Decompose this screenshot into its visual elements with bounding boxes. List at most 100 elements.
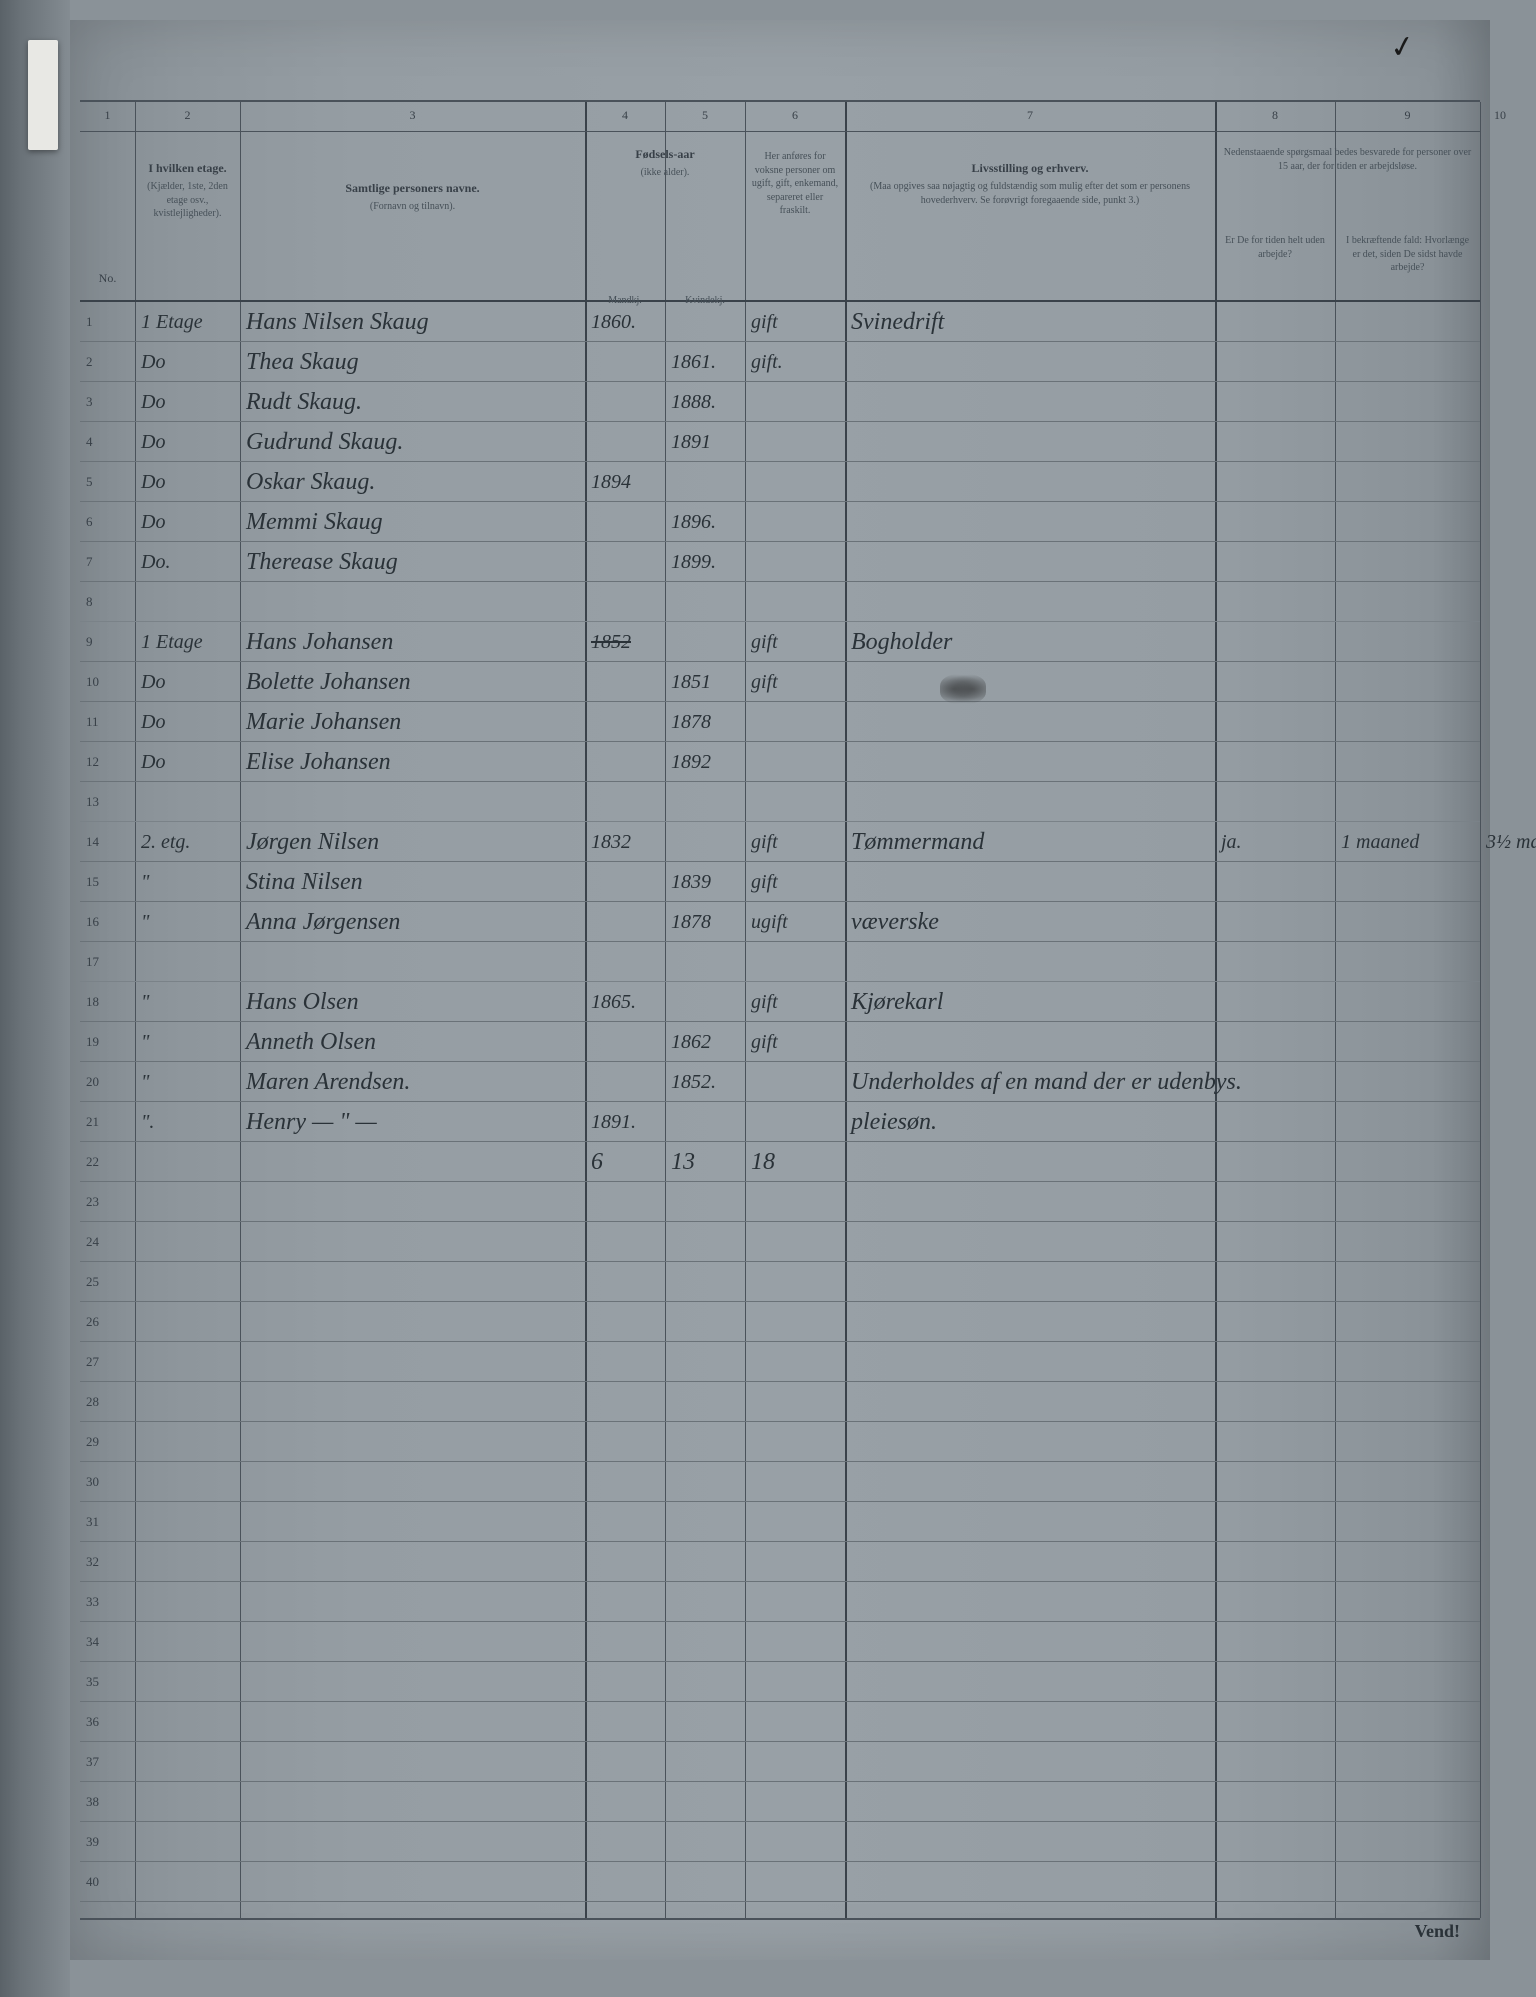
row-number-cell: 29: [80, 1422, 135, 1462]
row-number-cell: 30: [80, 1462, 135, 1502]
etage-cell: Do.: [135, 542, 240, 582]
civil-cell: ugift: [745, 902, 845, 942]
c8-cell: ja.: [1215, 822, 1335, 862]
name-cell-text: Hans Nilsen Skaug: [246, 309, 429, 336]
name-cell-text: Jørgen Nilsen: [246, 829, 379, 856]
occupation-cell: væverske: [845, 902, 1215, 942]
row-number-cell: 16: [80, 902, 135, 942]
occupation-text: Svinedrift: [851, 309, 944, 336]
header-c8: Er De for tiden helt uden arbejde?: [1215, 222, 1335, 269]
occupation-text: pleiesøn.: [851, 1109, 937, 1136]
row-number: 31: [86, 1514, 129, 1530]
row-number: 39: [86, 1834, 129, 1850]
etage-cell-text: 1 Etage: [141, 631, 203, 654]
year-female-cell-text: 1878: [671, 911, 711, 934]
civil-cell-text: ugift: [751, 911, 788, 934]
name-cell-text: Marie Johansen: [246, 709, 401, 736]
table-row: 24: [80, 1222, 1480, 1262]
table-row: 5DoOskar Skaug.1894: [80, 462, 1480, 502]
year-female-cell-text: 1896.: [671, 511, 716, 534]
row-number: 40: [86, 1874, 129, 1890]
row-number: 8: [86, 594, 129, 610]
row-number-cell: 27: [80, 1342, 135, 1382]
row-number-cell: 11: [80, 702, 135, 742]
occupation-cell: Underholdes af en mand der er udenbys.: [845, 1062, 1215, 1102]
name-cell: Therease Skaug: [240, 542, 585, 582]
year-female-cell-text: 1861.: [671, 351, 716, 374]
year-male-cell: 1832: [585, 822, 665, 862]
name-cell-text: Therease Skaug: [246, 549, 398, 576]
row-number: 28: [86, 1394, 129, 1410]
header-occupation-sub: (Maa opgives saa nøjagtig og fuldstændig…: [851, 180, 1209, 207]
table-row: 3DoRudt Skaug.1888.: [80, 382, 1480, 422]
column-number: 9: [1335, 108, 1480, 123]
etage-cell: ".: [135, 1102, 240, 1142]
etage-cell-text: 1 Etage: [141, 311, 203, 334]
etage-cell-text: Do: [141, 471, 165, 494]
year-female-cell-text: 1892: [671, 751, 711, 774]
year-female-cell: 1888.: [665, 382, 745, 422]
name-cell-text: Henry — " —: [246, 1109, 377, 1136]
etage-cell-text: Do: [141, 351, 165, 374]
row-number: 25: [86, 1274, 129, 1290]
row-number-cell: 5: [80, 462, 135, 502]
row-number: 14: [86, 834, 129, 850]
footer-vend: Vend!: [1415, 1921, 1460, 1942]
header-occupation: Livsstilling og erhverv. (Maa opgives sa…: [845, 152, 1215, 215]
header-name: Samtlige personers navne. (Fornavn og ti…: [240, 172, 585, 222]
row-number: 17: [86, 954, 129, 970]
name-cell-text: Hans Olsen: [246, 989, 359, 1016]
name-cell-text: Maren Arendsen.: [246, 1069, 410, 1096]
civil-cell-text: gift: [751, 991, 778, 1014]
occupation-cell: Svinedrift: [845, 302, 1215, 342]
year-male-cell-text: 1832: [591, 831, 631, 854]
name-cell: Gudrund Skaug.: [240, 422, 585, 462]
row-number: 22: [86, 1154, 129, 1170]
year-female-cell: 1878: [665, 902, 745, 942]
occupation-text: væverske: [851, 909, 939, 936]
table-row: 37: [80, 1742, 1480, 1782]
etage-cell: Do: [135, 702, 240, 742]
table-frame: 12345678910 No. I hvilken etage. (Kjælde…: [80, 100, 1480, 1920]
row-number: 32: [86, 1554, 129, 1570]
etage-cell: ": [135, 982, 240, 1022]
name-cell: Hans Olsen: [240, 982, 585, 1022]
row-number: 19: [86, 1034, 129, 1050]
year-female-cell-text: 1899.: [671, 551, 716, 574]
name-cell: Elise Johansen: [240, 742, 585, 782]
civil-cell-text: gift: [751, 831, 778, 854]
year-female-cell: 1891: [665, 422, 745, 462]
row-number-cell: 40: [80, 1862, 135, 1902]
row-number-cell: 23: [80, 1182, 135, 1222]
etage-cell: 1 Etage: [135, 622, 240, 662]
row-number: 26: [86, 1314, 129, 1330]
row-number-cell: 21: [80, 1102, 135, 1142]
table-row: 38: [80, 1782, 1480, 1822]
row-number: 12: [86, 754, 129, 770]
year-female-cell-text: 1862: [671, 1031, 711, 1054]
row-number: 5: [86, 474, 129, 490]
row-number: 6: [86, 514, 129, 530]
row-number-cell: 39: [80, 1822, 135, 1862]
etage-cell-text: ": [141, 1031, 149, 1054]
header-name-title: Samtlige personers navne.: [345, 181, 479, 195]
name-cell: Stina Nilsen: [240, 862, 585, 902]
etage-cell: Do: [135, 462, 240, 502]
civil-cell: gift: [745, 1022, 845, 1062]
column-number: 2: [135, 108, 240, 123]
row-number-cell: 38: [80, 1782, 135, 1822]
header-civil: Her anføres for voksne personer om ugift…: [745, 138, 845, 226]
header-etage: I hvilken etage. (Kjælder, 1ste, 2den et…: [135, 152, 240, 229]
footer-vend-text: Vend!: [1415, 1921, 1460, 1941]
year-female-cell: 1899.: [665, 542, 745, 582]
row-number: 20: [86, 1074, 129, 1090]
header-c9: I bekræftende fald: Hvorlænge er det, si…: [1335, 222, 1480, 283]
civil-cell-text: gift: [751, 631, 778, 654]
etage-cell-text: Do: [141, 711, 165, 734]
binding-edge: [0, 0, 70, 1997]
etage-cell-text: ".: [141, 1111, 154, 1134]
civil-cell: gift.: [745, 342, 845, 382]
table-row: 40: [80, 1862, 1480, 1902]
tally-k: 13: [665, 1142, 745, 1182]
name-cell-text: Gudrund Skaug.: [246, 429, 403, 456]
